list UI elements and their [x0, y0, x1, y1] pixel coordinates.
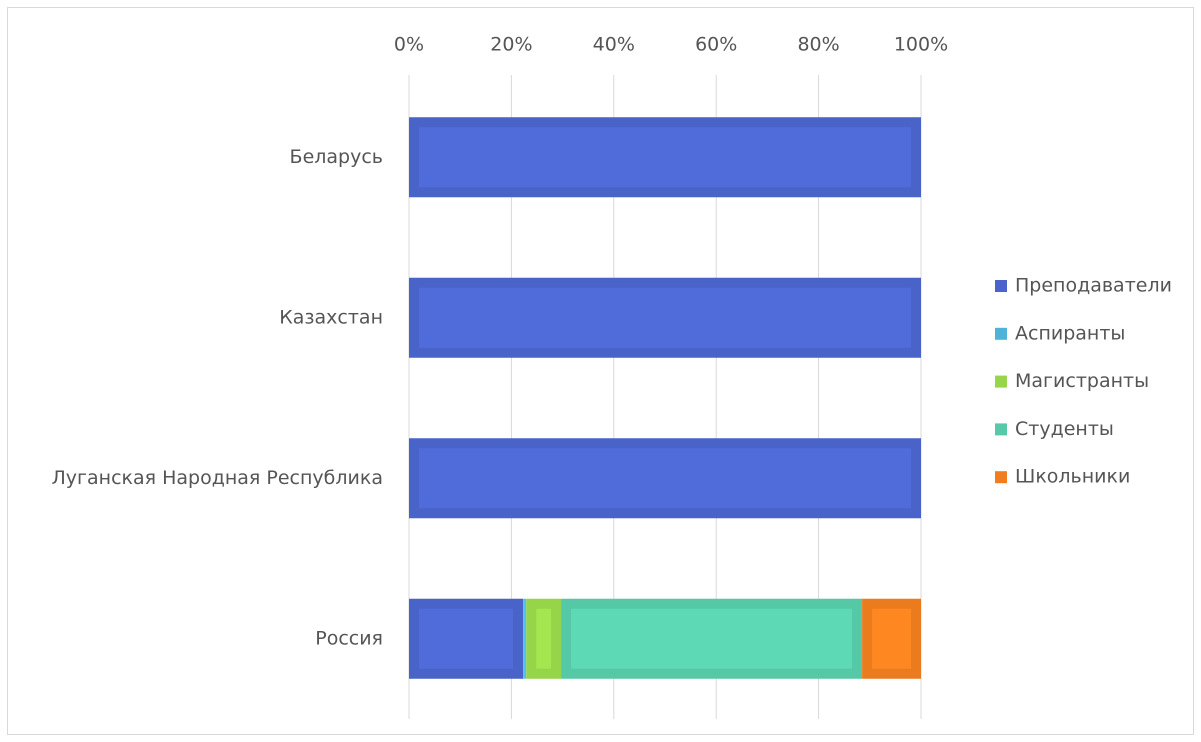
- y-tick-label: Казахстан: [279, 306, 383, 328]
- y-tick-label: Луганская Народная Республика: [52, 467, 384, 489]
- bar-segment: [409, 117, 921, 198]
- legend-label: Студенты: [1015, 418, 1114, 440]
- x-tick-label: 60%: [695, 34, 737, 56]
- bar-segment: [409, 598, 524, 679]
- x-tick-label: 80%: [797, 34, 839, 56]
- bar-segment: [409, 277, 921, 358]
- bar-segment: [526, 598, 562, 679]
- x-tick-label: 100%: [894, 34, 948, 56]
- x-tick-label: 20%: [490, 34, 532, 56]
- legend-label: Преподаватели: [1015, 275, 1172, 297]
- legend-label: Магистранты: [1015, 370, 1149, 392]
- y-tick-label: Беларусь: [290, 146, 383, 168]
- legend-swatch: [995, 327, 1007, 340]
- legend-swatch: [995, 280, 1007, 292]
- legend-label: Аспиранты: [1015, 322, 1125, 344]
- legend-label: Школьники: [1015, 466, 1130, 488]
- legend-swatch: [995, 375, 1007, 388]
- bar-segment: [409, 438, 921, 519]
- legend-swatch: [995, 471, 1007, 484]
- legend-swatch: [995, 423, 1007, 436]
- bar-segment: [523, 598, 527, 679]
- x-tick-label: 0%: [394, 34, 424, 56]
- bar-segment: [561, 598, 863, 679]
- x-tick-label: 40%: [593, 34, 635, 56]
- y-tick-label: Россия: [315, 627, 383, 649]
- bar-segment: [862, 598, 921, 679]
